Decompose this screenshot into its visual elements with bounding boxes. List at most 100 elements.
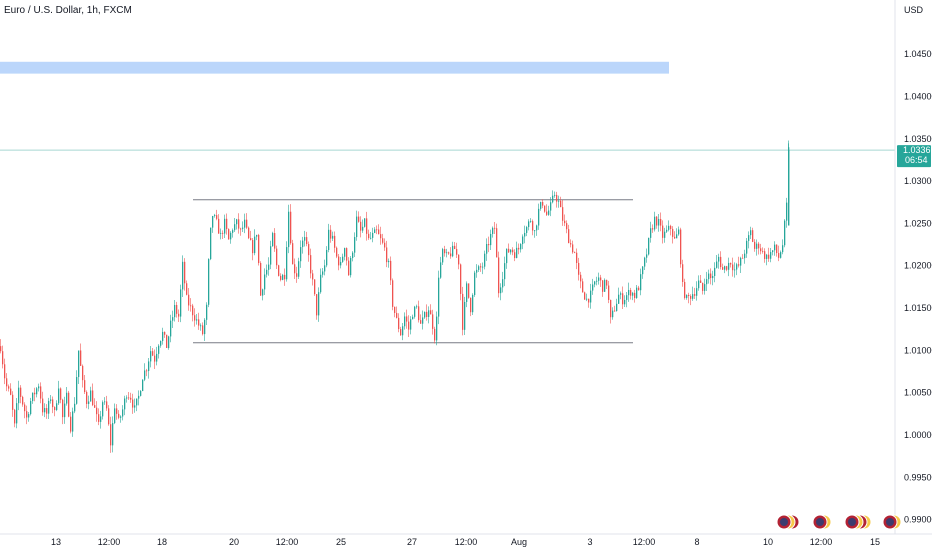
candle-body bbox=[580, 274, 582, 282]
candle-body bbox=[304, 237, 306, 241]
candle-body bbox=[210, 227, 212, 260]
candle-body bbox=[736, 264, 738, 270]
candle-body bbox=[360, 221, 362, 231]
candle-body bbox=[22, 396, 24, 405]
candle-body bbox=[450, 253, 452, 257]
candle-body bbox=[144, 370, 146, 380]
time-axis[interactable]: 13 12:00 18 20 12:00 25 27 12:00 Aug 3 12:00 8 10 12:… bbox=[51, 537, 880, 547]
candle-body bbox=[364, 218, 366, 227]
candle-body bbox=[82, 365, 84, 381]
candle-body bbox=[106, 401, 108, 409]
candle-body bbox=[324, 265, 326, 272]
candle-body bbox=[274, 233, 276, 249]
resistance-zone[interactable] bbox=[0, 61, 669, 74]
candle-body bbox=[220, 232, 222, 234]
candle-body bbox=[686, 294, 688, 298]
candle-body bbox=[448, 252, 450, 254]
us-eu-flag-icon[interactable] bbox=[844, 514, 872, 530]
candle-body bbox=[596, 280, 598, 282]
candle-body bbox=[116, 408, 118, 414]
candle-body bbox=[242, 227, 244, 229]
last-price-value: 1.03366 bbox=[903, 145, 932, 155]
candle-body bbox=[504, 263, 506, 280]
candle-body bbox=[40, 386, 42, 399]
candle-body bbox=[600, 277, 602, 281]
candle-body bbox=[394, 306, 396, 313]
candle-body bbox=[644, 257, 646, 267]
us-eu-flag-icon[interactable] bbox=[776, 514, 800, 530]
candle-body bbox=[632, 292, 634, 296]
candle-body bbox=[322, 271, 324, 275]
candle-body bbox=[94, 405, 96, 408]
candle-body bbox=[148, 361, 150, 372]
economic-events[interactable] bbox=[776, 514, 902, 530]
candle-body bbox=[414, 306, 416, 317]
candle-body bbox=[754, 241, 756, 249]
candle-body bbox=[774, 244, 776, 251]
candle-body bbox=[202, 325, 204, 335]
candle-body bbox=[424, 311, 426, 318]
us-eu-flag-icon[interactable] bbox=[812, 514, 832, 530]
candle-body bbox=[528, 221, 530, 228]
candle-body bbox=[336, 247, 338, 257]
candle-body bbox=[556, 194, 558, 202]
candle-body bbox=[566, 223, 568, 230]
candle-body bbox=[716, 261, 718, 268]
candle-body bbox=[698, 280, 700, 289]
candle-body bbox=[318, 292, 320, 316]
last-price-label: 1.03366 06:54 bbox=[897, 145, 932, 168]
candle-body bbox=[388, 260, 390, 263]
candle-body bbox=[10, 388, 12, 395]
candle-body bbox=[398, 317, 400, 330]
candle-body bbox=[392, 280, 394, 307]
candle-body bbox=[102, 402, 104, 417]
time-tick-label: 20 bbox=[229, 537, 239, 547]
candle-body bbox=[544, 205, 546, 212]
candle-body bbox=[694, 294, 696, 296]
candle-body bbox=[490, 233, 492, 246]
candle-body bbox=[732, 264, 734, 271]
candle-body bbox=[444, 249, 446, 254]
candle-body bbox=[768, 254, 770, 259]
candle-body bbox=[460, 264, 462, 294]
candle-body bbox=[44, 408, 46, 413]
candle-body bbox=[542, 202, 544, 206]
candle-body bbox=[350, 258, 352, 276]
candle-body bbox=[64, 403, 66, 418]
time-tick-label: 12:00 bbox=[810, 537, 833, 547]
candle-body bbox=[176, 304, 178, 314]
candle-body bbox=[186, 283, 188, 295]
candle-body bbox=[474, 272, 476, 295]
time-tick-label: 12:00 bbox=[455, 537, 478, 547]
price-axis[interactable]: 1.04500 1.04000 1.03500 1.03000 1.02500 1.020… bbox=[904, 49, 932, 524]
candle-body bbox=[422, 317, 424, 324]
us-eu-flag-icon[interactable] bbox=[882, 514, 902, 530]
candle-body bbox=[780, 252, 782, 258]
candle-body bbox=[550, 202, 552, 211]
price-tick-label: 1.04500 bbox=[904, 49, 932, 59]
candle-body bbox=[188, 294, 190, 306]
candle-body bbox=[452, 245, 454, 257]
candle-body bbox=[724, 266, 726, 270]
candle-body bbox=[384, 242, 386, 248]
candle-body bbox=[572, 244, 574, 253]
candle-body bbox=[248, 227, 250, 239]
candle-body bbox=[74, 403, 76, 412]
candle-body bbox=[316, 294, 318, 316]
candle-body bbox=[284, 274, 286, 280]
candle-body bbox=[98, 414, 100, 422]
candle-body bbox=[312, 273, 314, 280]
candle-body bbox=[340, 261, 342, 266]
candle-body bbox=[440, 262, 442, 278]
candle-body bbox=[296, 273, 298, 277]
candle-body bbox=[742, 257, 744, 259]
candle-body bbox=[36, 388, 38, 395]
candle-body bbox=[48, 400, 50, 414]
candle-body bbox=[586, 298, 588, 300]
time-tick-label: 12:00 bbox=[276, 537, 299, 547]
candle-body bbox=[598, 277, 600, 281]
candle-body bbox=[32, 392, 34, 402]
candle-body bbox=[478, 266, 480, 270]
